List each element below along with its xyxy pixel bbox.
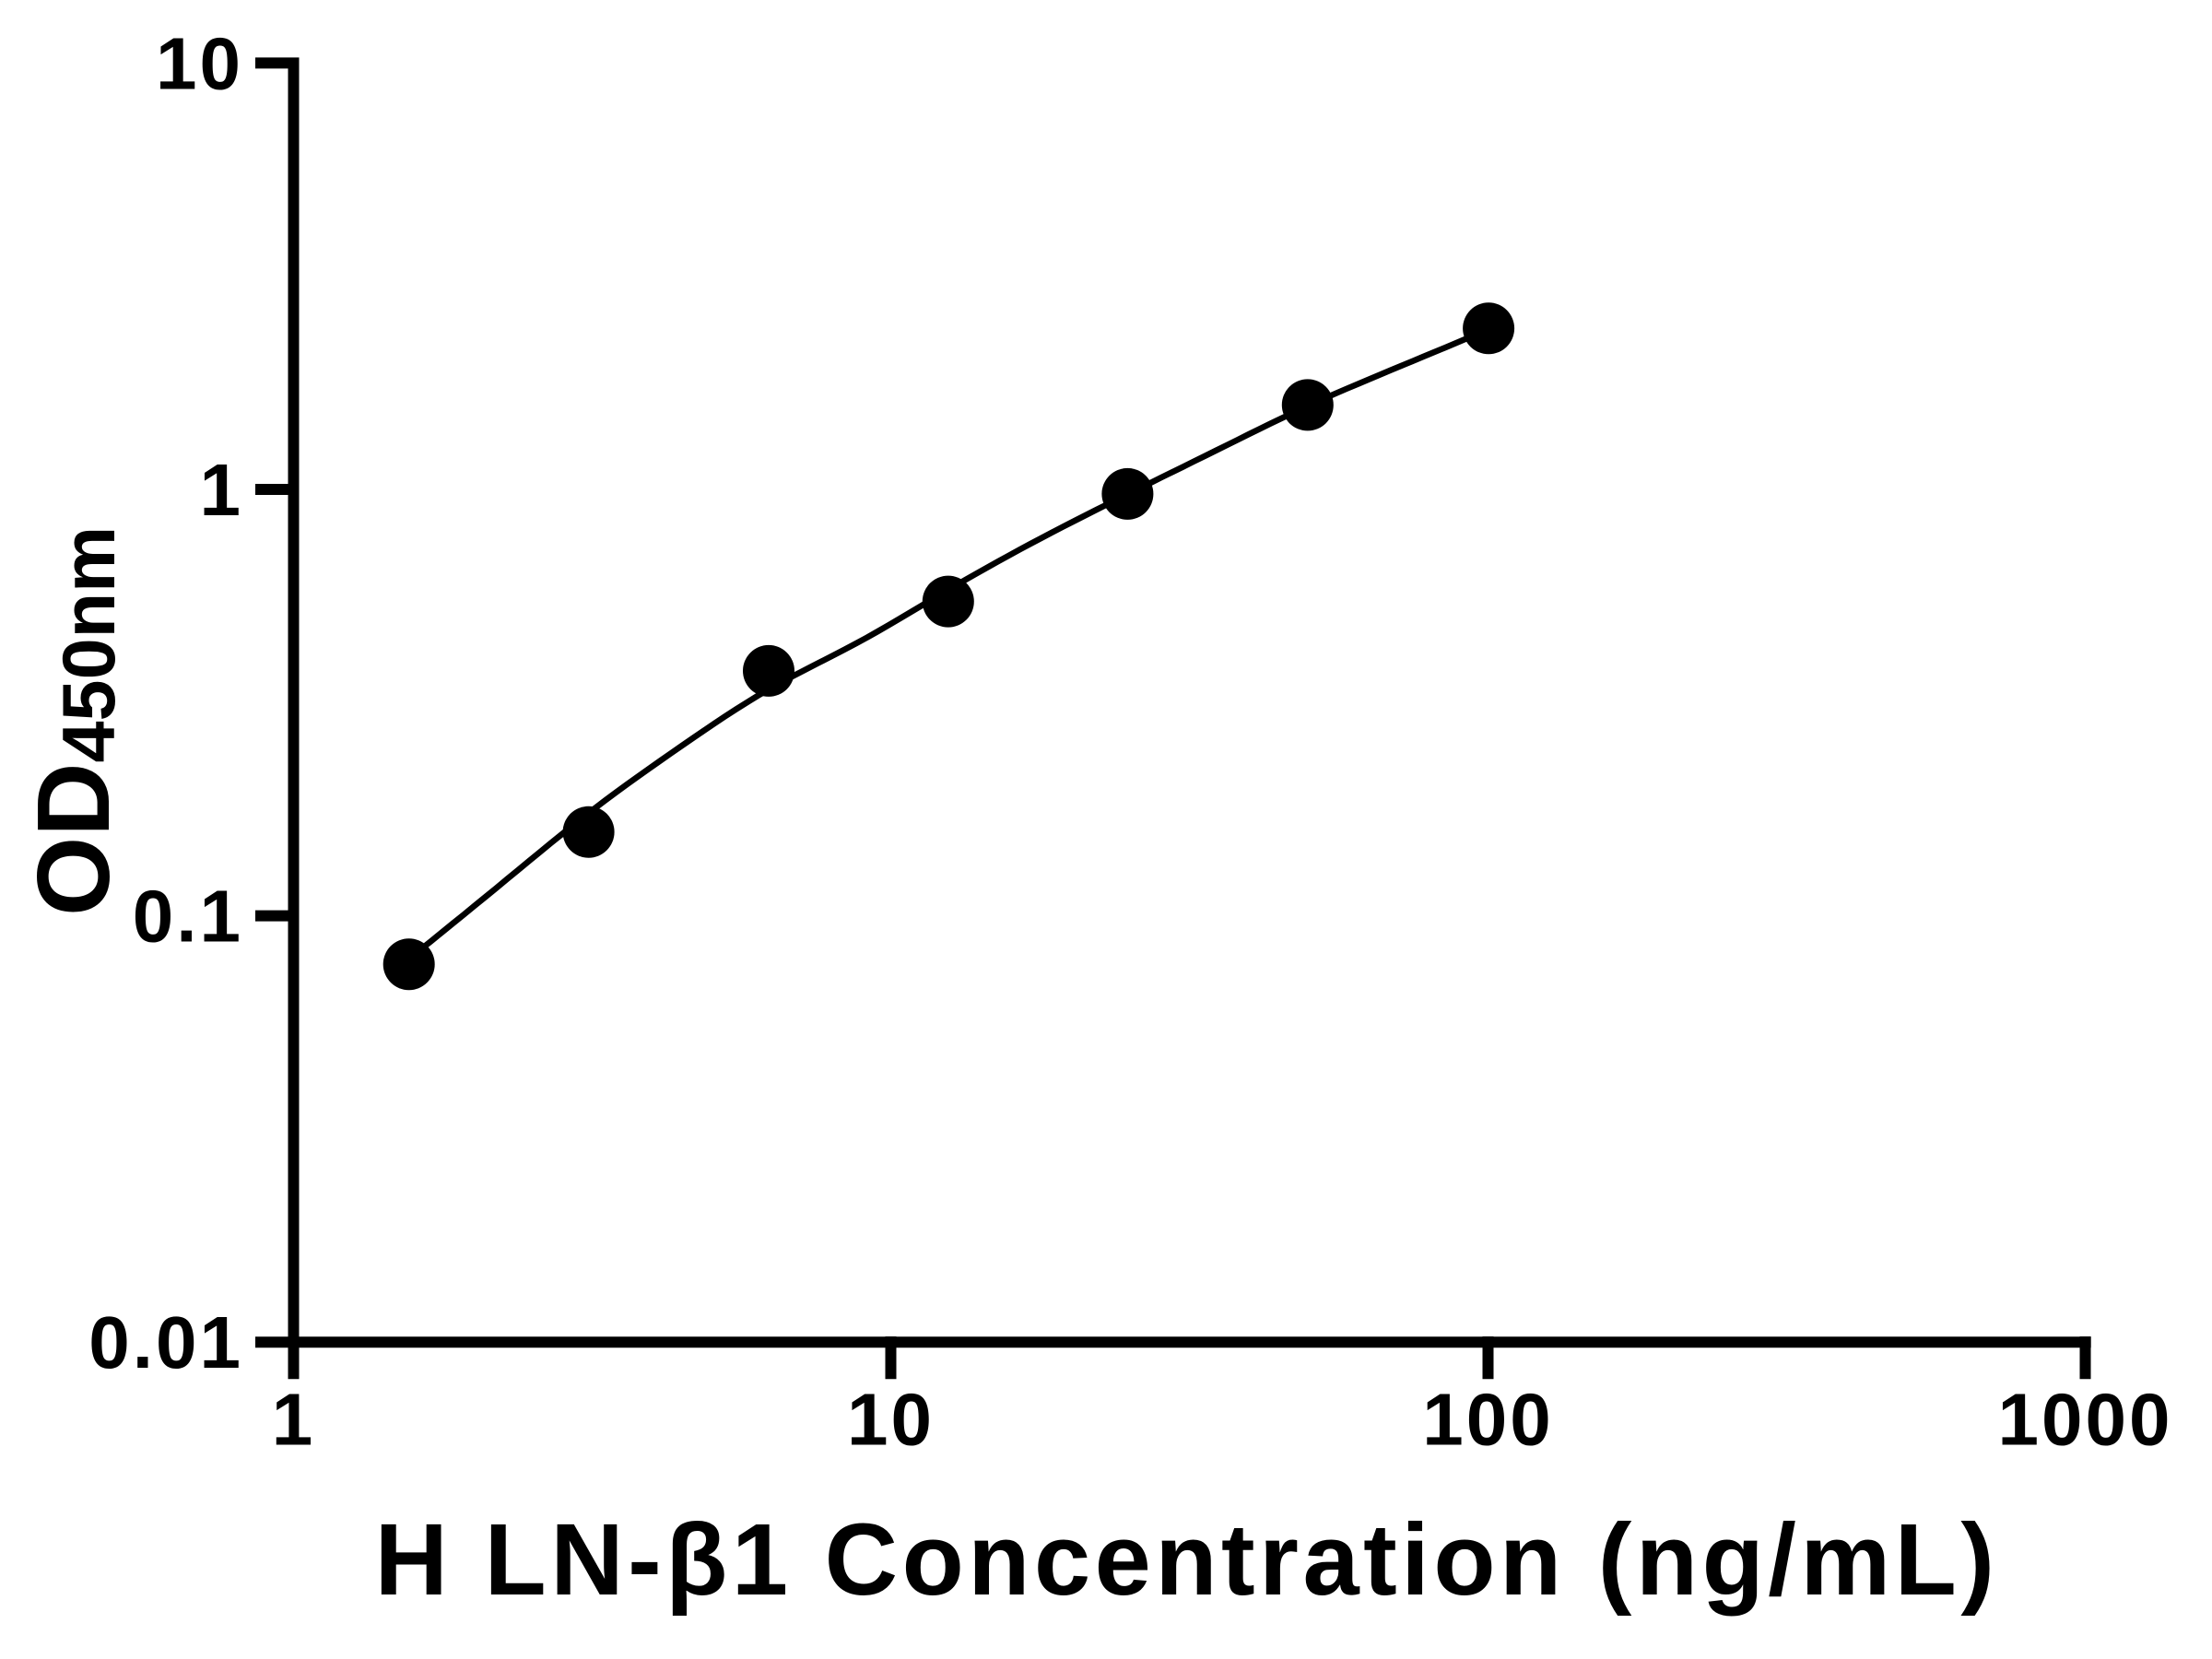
svg-text:0.1: 0.1 [133, 876, 243, 958]
svg-text:1: 1 [200, 449, 244, 531]
svg-text:100: 100 [1422, 1379, 1553, 1461]
svg-text:H LN-β1 Concentration (ng/mL): H LN-β1 Concentration (ng/mL) [375, 1503, 1999, 1617]
svg-text:10: 10 [847, 1379, 935, 1461]
svg-text:1000: 1000 [1998, 1379, 2173, 1461]
svg-text:1: 1 [272, 1379, 316, 1461]
svg-text:10: 10 [156, 22, 243, 104]
svg-text:0.01: 0.01 [88, 1301, 243, 1383]
